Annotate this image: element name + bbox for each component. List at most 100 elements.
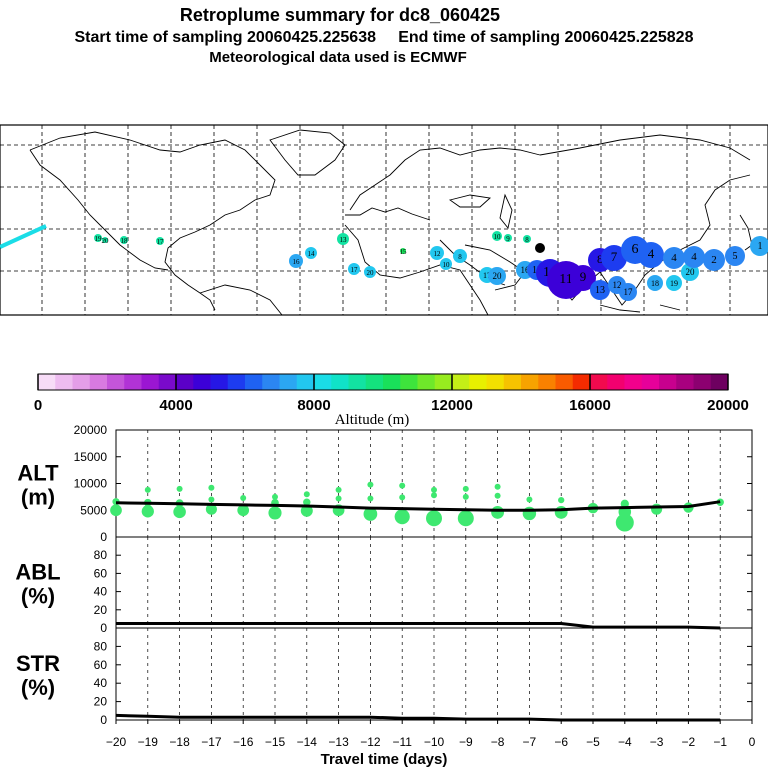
x-axis-label: Travel time (days): [321, 751, 448, 768]
colorbar-tick-label: 12000: [431, 397, 473, 414]
asia-outline: [539, 134, 751, 161]
series-line: [116, 622, 721, 630]
trajectory-point: [492, 231, 502, 241]
colorbar-cell: [538, 374, 556, 390]
trajectory-day-label: 17: [483, 271, 491, 280]
colorbar-cell: [124, 374, 142, 390]
trajectory-day-label: 13: [340, 236, 348, 244]
colorbar-cells: [38, 374, 729, 390]
altitude-dot: [240, 494, 247, 501]
altitude-dot: [651, 503, 663, 515]
iberia-outline: [345, 207, 431, 221]
trajectory-day-label: 18: [121, 237, 129, 245]
colorbar-tick-label: 0: [34, 397, 42, 414]
trajectory-point: [703, 249, 725, 271]
trajectory-point: [348, 263, 360, 275]
trajectory-day-label: 20: [102, 237, 110, 245]
colorbar-cell: [590, 374, 608, 390]
altitude-dot: [205, 503, 217, 515]
colorbar-cell: [607, 374, 625, 390]
x-tick-label: −19: [138, 735, 159, 749]
y-tick-label: 5000: [80, 503, 107, 517]
altitude-dot: [399, 494, 406, 501]
colorbar-cell: [641, 374, 660, 390]
y-tick-label: 20: [94, 695, 108, 709]
y-tick-label: 40: [94, 585, 108, 599]
colorbar-cell: [176, 374, 194, 390]
trajectory-day-label: 4: [538, 245, 542, 253]
colorbar-cell: [55, 374, 73, 390]
colorbar-cell: [710, 374, 729, 390]
y-tick-label: 15000: [74, 450, 108, 464]
trajectory-point: [666, 275, 682, 291]
x-tick-label: 0: [749, 735, 756, 749]
altitude-dot: [620, 499, 629, 508]
altitude-dot: [426, 510, 442, 527]
altitude-dot: [176, 485, 183, 492]
colorbar-tick-label: 4000: [159, 397, 192, 414]
north-america-outline: [29, 131, 276, 311]
time-series-panels: 05000100001500020000ALT(m)020406080ABL(%…: [15, 423, 755, 768]
colorbar-cell: [89, 374, 108, 390]
y-tick-label: 20: [94, 603, 108, 617]
panel-ylabel: ALT: [17, 461, 59, 486]
figure-title: Retroplume summary for dc8_060425: [180, 5, 500, 25]
trajectory-point: [619, 283, 637, 301]
x-tick-label: −8: [491, 735, 505, 749]
trajectory-day-label: 8: [458, 253, 462, 261]
colorbar-cell: [331, 374, 349, 390]
trajectory-point: [638, 242, 664, 268]
colorbar-cell: [314, 374, 332, 390]
trajectory-day-label: 1: [758, 241, 763, 252]
panel-ylabel: STR: [16, 651, 60, 676]
trajectory-day-label: 4: [671, 252, 677, 264]
colorbar-cell: [262, 374, 280, 390]
altitude-dot: [335, 486, 342, 493]
x-tick-label: −20: [106, 735, 127, 749]
colorbar-cell: [693, 374, 712, 390]
colorbar-cell: [107, 374, 125, 390]
africa-outline: [344, 224, 489, 316]
altitude-dot: [558, 496, 565, 504]
colorbar-cell: [365, 374, 384, 390]
trajectory-day-label: 8: [597, 252, 603, 266]
x-tick-label: −5: [586, 735, 600, 749]
indonesia-outline: [599, 304, 681, 313]
trajectory-day-label: 12: [434, 250, 442, 258]
x-tick-label: −16: [233, 735, 254, 749]
colorbar-cell: [141, 374, 160, 390]
x-tick-label: −14: [297, 735, 318, 749]
trajectory-map: 1920181716141317201512108109817204161514…: [0, 124, 768, 316]
colorbar-cell: [296, 374, 315, 390]
colorbar-cell: [245, 374, 263, 390]
colorbar-ticks: 0 4000 8000 12000 16000 20000: [34, 374, 749, 414]
trajectory-day-label: 8: [525, 236, 529, 244]
colorbar-cell: [503, 374, 522, 390]
colorbar-tick-label: 20000: [707, 397, 749, 414]
altitude-dot: [494, 492, 501, 499]
trajectory-day-label: 19: [95, 235, 103, 243]
south-america-outline: [199, 284, 283, 316]
trajectory-point: [337, 233, 349, 245]
colorbar-cell: [383, 374, 401, 390]
colorbar-cell: [469, 374, 487, 390]
trajectory-day-label: 4: [648, 246, 655, 261]
colorbar-cell: [227, 374, 246, 390]
y-tick-label: 80: [94, 639, 108, 653]
trajectory-day-label: 12: [613, 280, 622, 290]
x-tick-label: −2: [682, 735, 696, 749]
caspian-outline: [499, 193, 513, 230]
x-tick-label: −1: [713, 735, 727, 749]
trajectory-day-label: 16: [293, 258, 301, 266]
altitude-dot: [303, 491, 310, 498]
trajectory-day-label: 4: [691, 251, 697, 263]
altitude-dot: [141, 505, 154, 518]
trajectory-point: [725, 246, 745, 266]
trajectory-day-label: 17: [624, 287, 634, 297]
x-tick-label: −17: [201, 735, 222, 749]
trajectory-day-label: 17: [351, 266, 359, 274]
y-tick-label: 60: [94, 566, 108, 580]
trajectory-point: [400, 248, 406, 254]
